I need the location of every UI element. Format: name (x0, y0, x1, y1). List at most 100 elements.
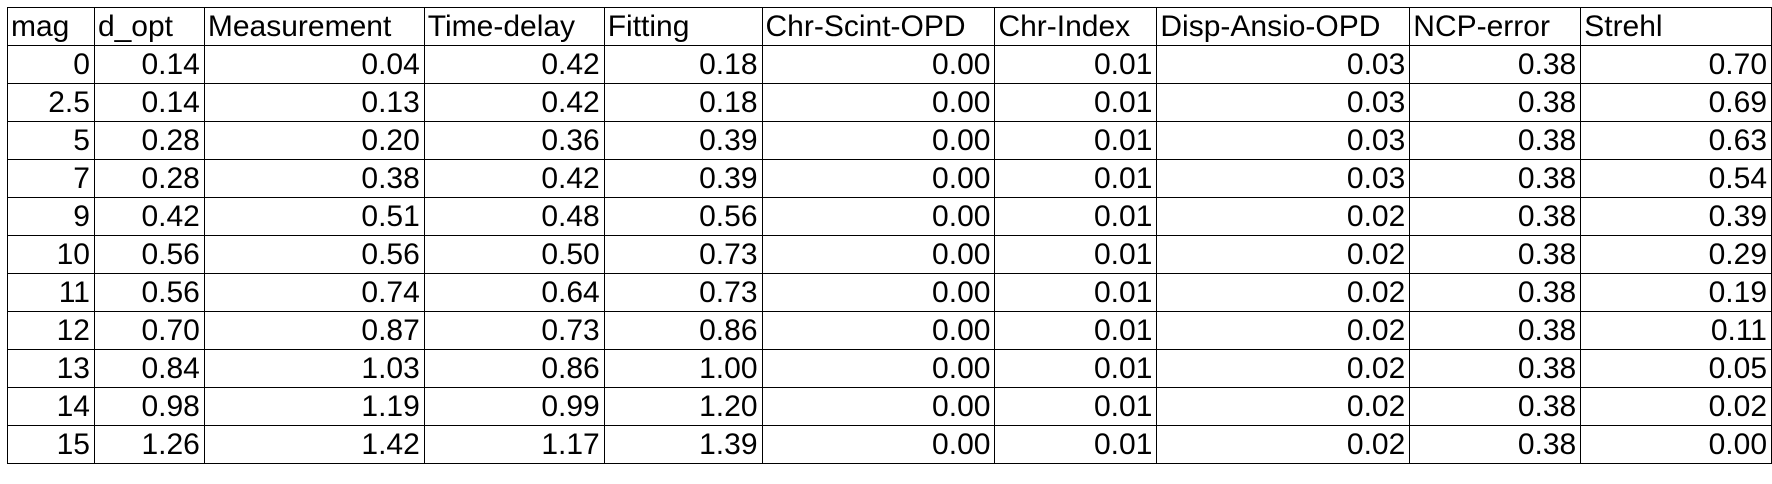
header-row: mag d_opt Measurement Time-delay Fitting… (7, 7, 1772, 46)
cell-mag: 11 (7, 273, 95, 312)
cell-ncp-error: 0.38 (1409, 159, 1582, 198)
cell-disp-ansio-opd: 0.02 (1156, 235, 1411, 274)
cell-disp-ansio-opd: 0.02 (1156, 197, 1411, 236)
cell-chr-index: 0.01 (994, 311, 1158, 350)
cell-time-delay: 0.99 (423, 387, 605, 426)
cell-strehl: 0.63 (1580, 121, 1772, 160)
cell-time-delay: 0.48 (423, 197, 605, 236)
table-row: 9 0.42 0.51 0.48 0.56 0.00 0.01 0.02 0.38 0.39 (7, 197, 1772, 236)
cell-ncp-error: 0.38 (1409, 425, 1582, 464)
cell-d-opt: 0.98 (93, 387, 205, 426)
cell-fitting: 0.39 (603, 121, 763, 160)
table-row: 13 0.84 1.03 0.86 1.00 0.00 0.01 0.02 0.38 0.05 (7, 349, 1772, 388)
cell-fitting: 0.18 (603, 83, 763, 122)
table-row: 0 0.14 0.04 0.42 0.18 0.00 0.01 0.03 0.38 0.70 (7, 45, 1772, 84)
cell-mag: 13 (7, 349, 95, 388)
cell-d-opt: 0.84 (93, 349, 205, 388)
cell-d-opt: 0.14 (93, 45, 205, 84)
cell-chr-scint-opd: 0.00 (761, 349, 996, 388)
cell-measurement: 0.74 (203, 273, 425, 312)
cell-measurement: 0.87 (203, 311, 425, 350)
cell-time-delay: 0.73 (423, 311, 605, 350)
cell-strehl: 0.70 (1580, 45, 1772, 84)
cell-fitting: 0.39 (603, 159, 763, 198)
cell-mag: 2.5 (7, 83, 95, 122)
table-row: 11 0.56 0.74 0.64 0.73 0.00 0.01 0.02 0.38 0.19 (7, 273, 1772, 312)
cell-d-opt: 0.28 (93, 159, 205, 198)
cell-ncp-error: 0.38 (1409, 197, 1582, 236)
cell-mag: 10 (7, 235, 95, 274)
cell-chr-index: 0.01 (994, 425, 1158, 464)
cell-chr-scint-opd: 0.00 (761, 387, 996, 426)
cell-measurement: 1.42 (203, 425, 425, 464)
cell-time-delay: 1.17 (423, 425, 605, 464)
cell-strehl: 0.19 (1580, 273, 1772, 312)
cell-time-delay: 0.42 (423, 159, 605, 198)
cell-disp-ansio-opd: 0.02 (1156, 273, 1411, 312)
cell-measurement: 1.19 (203, 387, 425, 426)
cell-d-opt: 0.42 (93, 197, 205, 236)
cell-mag: 9 (7, 197, 95, 236)
cell-chr-index: 0.01 (994, 235, 1158, 274)
cell-mag: 12 (7, 311, 95, 350)
cell-measurement: 0.20 (203, 121, 425, 160)
cell-time-delay: 0.86 (423, 349, 605, 388)
cell-ncp-error: 0.38 (1409, 45, 1582, 84)
cell-chr-index: 0.01 (994, 197, 1158, 236)
header-chr-index: Chr-Index (994, 7, 1158, 46)
header-d-opt: d_opt (93, 7, 205, 46)
header-fitting: Fitting (603, 7, 763, 46)
cell-chr-scint-opd: 0.00 (761, 273, 996, 312)
cell-d-opt: 0.70 (93, 311, 205, 350)
cell-chr-scint-opd: 0.00 (761, 159, 996, 198)
table-row: 7 0.28 0.38 0.42 0.39 0.00 0.01 0.03 0.38 0.54 (7, 159, 1772, 198)
cell-strehl: 0.05 (1580, 349, 1772, 388)
cell-time-delay: 0.42 (423, 83, 605, 122)
cell-chr-scint-opd: 0.00 (761, 45, 996, 84)
cell-chr-index: 0.01 (994, 121, 1158, 160)
cell-ncp-error: 0.38 (1409, 83, 1582, 122)
cell-disp-ansio-opd: 0.03 (1156, 121, 1411, 160)
table-row: 2.5 0.14 0.13 0.42 0.18 0.00 0.01 0.03 0.38 0.69 (7, 83, 1772, 122)
cell-disp-ansio-opd: 0.02 (1156, 349, 1411, 388)
cell-strehl: 0.54 (1580, 159, 1772, 198)
cell-disp-ansio-opd: 0.03 (1156, 159, 1411, 198)
table-row: 14 0.98 1.19 0.99 1.20 0.00 0.01 0.02 0.38 0.02 (7, 387, 1772, 426)
cell-fitting: 1.00 (603, 349, 763, 388)
cell-ncp-error: 0.38 (1409, 121, 1582, 160)
cell-d-opt: 0.28 (93, 121, 205, 160)
header-disp-ansio-opd: Disp-Ansio-OPD (1156, 7, 1411, 46)
cell-fitting: 0.18 (603, 45, 763, 84)
header-time-delay: Time-delay (423, 7, 605, 46)
cell-chr-index: 0.01 (994, 349, 1158, 388)
cell-d-opt: 0.56 (93, 235, 205, 274)
header-ncp-error: NCP-error (1409, 7, 1582, 46)
header-measurement: Measurement (203, 7, 425, 46)
cell-disp-ansio-opd: 0.03 (1156, 45, 1411, 84)
cell-strehl: 0.02 (1580, 387, 1772, 426)
cell-mag: 15 (7, 425, 95, 464)
cell-measurement: 1.03 (203, 349, 425, 388)
header-mag: mag (7, 7, 95, 46)
cell-ncp-error: 0.38 (1409, 311, 1582, 350)
cell-fitting: 0.56 (603, 197, 763, 236)
cell-ncp-error: 0.38 (1409, 349, 1582, 388)
cell-measurement: 0.38 (203, 159, 425, 198)
cell-mag: 5 (7, 121, 95, 160)
cell-time-delay: 0.42 (423, 45, 605, 84)
table-row: 10 0.56 0.56 0.50 0.73 0.00 0.01 0.02 0.38 0.29 (7, 235, 1772, 274)
cell-strehl: 0.39 (1580, 197, 1772, 236)
cell-chr-index: 0.01 (994, 45, 1158, 84)
cell-ncp-error: 0.38 (1409, 387, 1582, 426)
table-row: 15 1.26 1.42 1.17 1.39 0.00 0.01 0.02 0.38 0.00 (7, 425, 1772, 464)
cell-ncp-error: 0.38 (1409, 235, 1582, 274)
cell-disp-ansio-opd: 0.02 (1156, 387, 1411, 426)
cell-strehl: 0.69 (1580, 83, 1772, 122)
cell-measurement: 0.56 (203, 235, 425, 274)
cell-d-opt: 0.56 (93, 273, 205, 312)
cell-fitting: 0.73 (603, 235, 763, 274)
cell-strehl: 0.11 (1580, 311, 1772, 350)
cell-fitting: 0.86 (603, 311, 763, 350)
cell-mag: 0 (7, 45, 95, 84)
cell-fitting: 1.20 (603, 387, 763, 426)
